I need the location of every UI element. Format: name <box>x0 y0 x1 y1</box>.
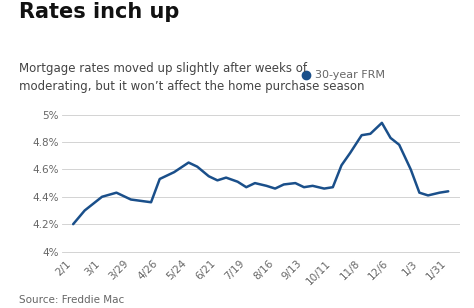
Legend: 30-year FRM: 30-year FRM <box>298 66 389 85</box>
Text: Mortgage rates moved up slightly after weeks of
moderating, but it won’t affect : Mortgage rates moved up slightly after w… <box>19 62 365 93</box>
Text: Source: Freddie Mac: Source: Freddie Mac <box>19 295 124 305</box>
Text: Rates inch up: Rates inch up <box>19 2 179 22</box>
